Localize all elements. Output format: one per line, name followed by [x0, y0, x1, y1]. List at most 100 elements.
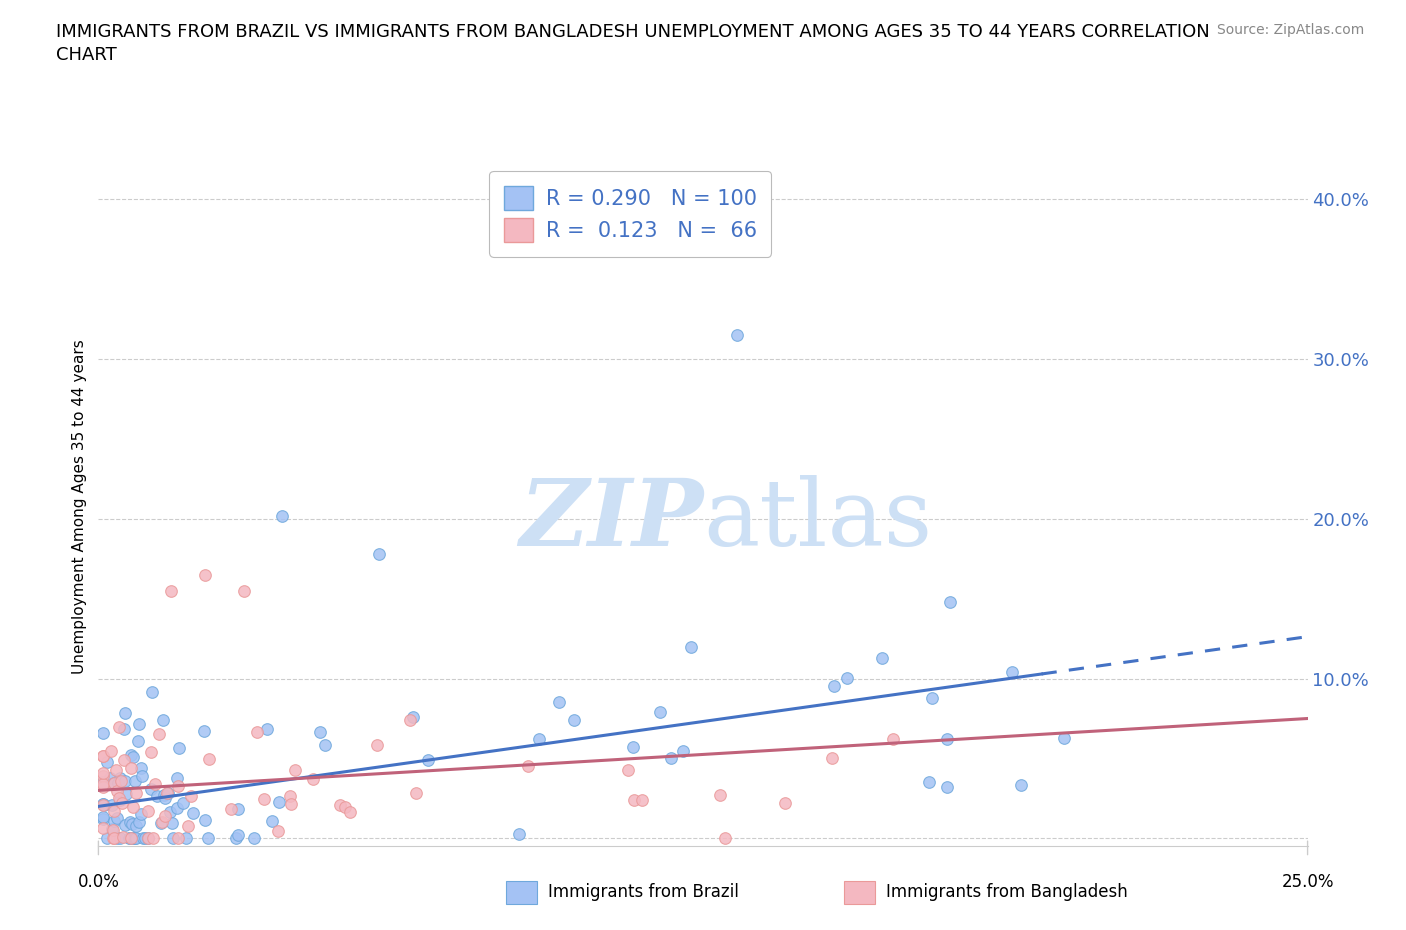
Point — [242, 830, 264, 845]
Point — [547, 695, 569, 710]
Point — [197, 751, 219, 766]
Point — [672, 744, 695, 759]
Point — [112, 830, 135, 844]
Point — [132, 830, 155, 845]
Point — [835, 671, 858, 685]
Point — [122, 830, 145, 845]
Point — [118, 830, 141, 845]
Point — [111, 796, 134, 811]
Point — [271, 508, 294, 523]
Point — [139, 781, 162, 796]
Point — [115, 787, 138, 802]
Point — [91, 748, 114, 763]
Point — [366, 737, 388, 752]
Point — [621, 739, 644, 754]
Point — [162, 830, 184, 845]
Text: atlas: atlas — [703, 475, 932, 565]
Point — [91, 769, 114, 784]
Point — [181, 806, 204, 821]
Point — [124, 818, 146, 833]
Point — [197, 830, 219, 845]
Point — [280, 796, 302, 811]
Point — [623, 792, 645, 807]
Point — [160, 583, 183, 598]
Point — [153, 809, 176, 824]
Point — [156, 786, 179, 801]
Point — [120, 747, 142, 762]
Point — [167, 778, 190, 793]
Text: Source: ZipAtlas.com: Source: ZipAtlas.com — [1216, 23, 1364, 37]
Point — [166, 801, 188, 816]
Point — [650, 704, 672, 719]
Point — [107, 776, 129, 790]
Point — [110, 830, 132, 845]
Point — [103, 776, 125, 790]
Point — [91, 812, 114, 827]
Point — [339, 804, 361, 819]
Point — [402, 710, 425, 724]
Point — [153, 790, 176, 805]
Point — [96, 830, 118, 845]
Point — [149, 816, 172, 830]
Point — [108, 792, 131, 807]
Point — [93, 797, 115, 812]
Point — [617, 762, 640, 777]
Point — [91, 796, 114, 811]
Point — [659, 751, 682, 765]
Point — [314, 737, 336, 752]
Point — [159, 804, 181, 819]
Point — [709, 788, 731, 803]
Point — [91, 749, 114, 764]
Legend: R = 0.290   N = 100, R =  0.123   N =  66: R = 0.290 N = 100, R = 0.123 N = 66 — [489, 171, 772, 257]
Point — [141, 744, 163, 759]
Point — [91, 779, 114, 794]
Point — [150, 815, 173, 830]
Point — [125, 786, 148, 801]
Point — [108, 790, 131, 805]
Point — [91, 775, 114, 790]
Point — [267, 823, 290, 838]
Point — [167, 740, 190, 755]
Point — [141, 684, 163, 699]
Point — [882, 732, 904, 747]
Point — [153, 788, 176, 803]
Point — [301, 771, 323, 786]
Text: ZIP: ZIP — [519, 475, 703, 565]
Point — [103, 804, 125, 818]
Text: CHART: CHART — [56, 46, 117, 64]
Point — [103, 813, 125, 828]
Point — [194, 567, 217, 582]
Point — [128, 717, 150, 732]
Text: 0.0%: 0.0% — [77, 873, 120, 892]
Point — [112, 753, 135, 768]
Point — [508, 827, 530, 842]
Point — [262, 814, 284, 829]
Point — [405, 785, 427, 800]
Point — [120, 761, 142, 776]
Point — [91, 765, 114, 780]
Point — [120, 830, 142, 845]
Point — [253, 792, 276, 807]
Point — [939, 594, 962, 609]
Point — [114, 817, 136, 832]
Point — [108, 719, 131, 734]
Point — [105, 830, 128, 845]
Point — [333, 800, 356, 815]
Bar — [506, 881, 537, 904]
Point — [823, 678, 845, 693]
Point — [128, 815, 150, 830]
Point — [309, 725, 332, 740]
Point — [136, 830, 159, 845]
Point — [91, 810, 114, 825]
Point — [329, 798, 352, 813]
Point — [921, 691, 943, 706]
Point — [631, 792, 654, 807]
Point — [105, 784, 128, 799]
Point — [136, 830, 159, 845]
Point — [174, 830, 197, 845]
Point — [108, 770, 131, 785]
Point — [172, 796, 194, 811]
Point — [125, 830, 148, 845]
Bar — [844, 881, 875, 904]
Point — [267, 794, 290, 809]
